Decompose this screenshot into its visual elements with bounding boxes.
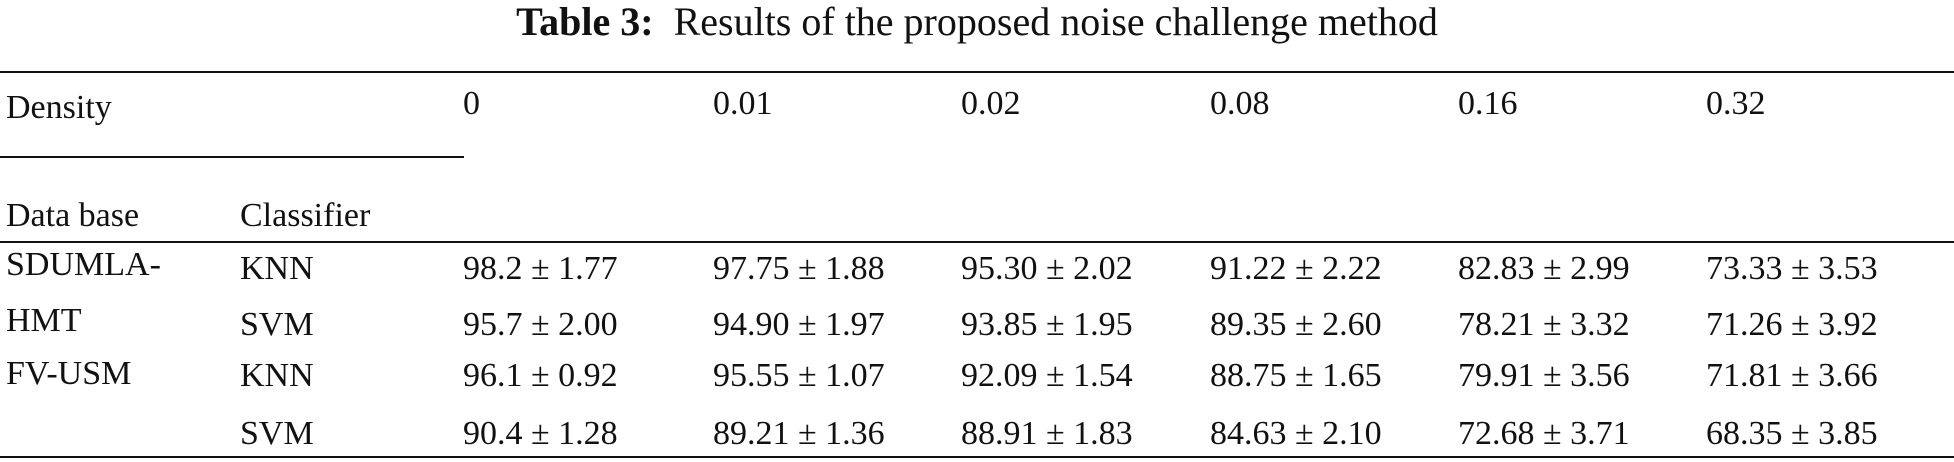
database-name: SDUMLA-HMT bbox=[6, 246, 161, 339]
result-cell: 71.26 ± 3.92 bbox=[1706, 306, 1878, 343]
result-cell: 78.21 ± 3.32 bbox=[1458, 306, 1630, 343]
result-cell: 89.21 ± 1.36 bbox=[713, 415, 885, 452]
result-cell: 90.4 ± 1.28 bbox=[463, 415, 618, 452]
caption-label: Table 3: bbox=[516, 0, 654, 44]
result-cell: 73.33 ± 3.53 bbox=[1706, 250, 1878, 287]
classifier-name: KNN bbox=[240, 250, 314, 287]
classifier-name: SVM bbox=[240, 306, 314, 343]
result-cell: 95.7 ± 2.00 bbox=[463, 306, 618, 343]
result-cell: 84.63 ± 2.10 bbox=[1210, 415, 1382, 452]
result-cell: 71.81 ± 3.66 bbox=[1706, 357, 1878, 394]
caption-title: Results of the proposed noise challenge … bbox=[673, 0, 1438, 44]
bottom-rule bbox=[0, 456, 1954, 458]
result-cell: 94.90 ± 1.97 bbox=[713, 306, 885, 343]
density-value: 0.16 bbox=[1458, 85, 1518, 122]
density-value: 0.01 bbox=[713, 85, 773, 122]
result-cell: 82.83 ± 2.99 bbox=[1458, 250, 1630, 287]
classifier-name: SVM bbox=[240, 415, 314, 452]
classifier-name: KNN bbox=[240, 357, 314, 394]
result-cell: 91.22 ± 2.22 bbox=[1210, 250, 1382, 287]
result-cell: 96.1 ± 0.92 bbox=[463, 357, 618, 394]
result-cell: 79.91 ± 3.56 bbox=[1458, 357, 1630, 394]
result-cell: 95.30 ± 2.02 bbox=[961, 250, 1133, 287]
header-rule bbox=[0, 241, 1954, 243]
result-cell: 68.35 ± 3.85 bbox=[1706, 415, 1878, 452]
result-cell: 88.75 ± 1.65 bbox=[1210, 357, 1382, 394]
density-rule bbox=[0, 156, 464, 158]
result-cell: 95.55 ± 1.07 bbox=[713, 357, 885, 394]
density-label: Density bbox=[6, 89, 112, 126]
result-cell: 92.09 ± 1.54 bbox=[961, 357, 1133, 394]
result-cell: 93.85 ± 1.95 bbox=[961, 306, 1133, 343]
density-value: 0.32 bbox=[1706, 85, 1766, 122]
density-value: 0 bbox=[463, 85, 480, 122]
column-header: Data base bbox=[6, 197, 140, 234]
result-cell: 97.75 ± 1.88 bbox=[713, 250, 885, 287]
database-name: FV-USM bbox=[6, 355, 132, 392]
result-cell: 88.91 ± 1.83 bbox=[961, 415, 1133, 452]
column-header: Classifier bbox=[240, 197, 371, 234]
result-cell: 72.68 ± 3.71 bbox=[1458, 415, 1630, 452]
result-cell: 89.35 ± 2.60 bbox=[1210, 306, 1382, 343]
table-caption: Table 3: Results of the proposed noise c… bbox=[0, 0, 1954, 44]
top-rule bbox=[0, 71, 1954, 73]
result-cell: 98.2 ± 1.77 bbox=[463, 250, 618, 287]
density-value: 0.02 bbox=[961, 85, 1021, 122]
density-value: 0.08 bbox=[1210, 85, 1270, 122]
